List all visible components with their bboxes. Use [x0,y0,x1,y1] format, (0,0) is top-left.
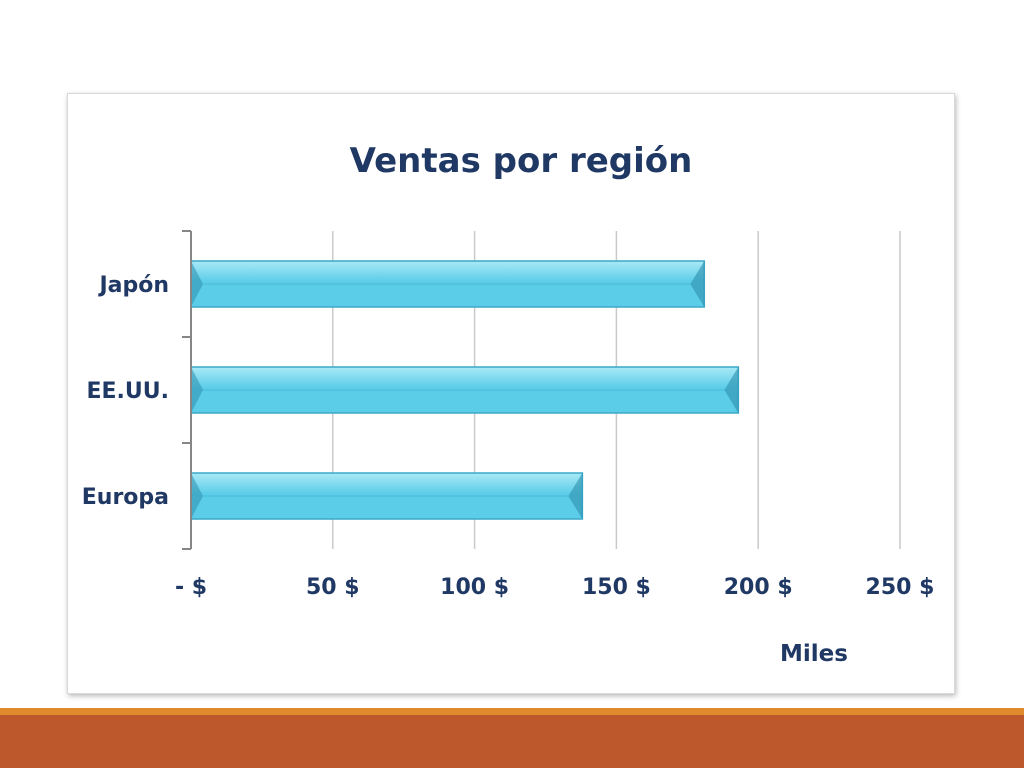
x-tick-label: 100 $ [440,575,509,600]
bar-bevel-left [191,473,203,519]
bars [190,260,740,520]
bar-chart: Ventas por región - $ 50 $ 100 $ 150 $ 200 $… [82,141,935,667]
y-tick-label: Europa [82,485,169,510]
x-tick-label: 200 $ [724,575,793,600]
bar-bevel-right [724,367,739,413]
chart-title: Ventas por región [350,141,693,181]
footer-accent-thin [0,708,1024,715]
bar-bevel-left [191,367,203,413]
x-axis-label: Miles [780,641,848,667]
footer-accent-bar [0,715,1024,768]
chart-card: Ventas por región - $ 50 $ 100 $ 150 $ 200 $… [67,93,955,694]
x-tick-label: - $ [175,575,207,600]
bar-bevel-right [690,261,705,307]
bar-bevel-left [191,261,203,307]
bar-bevel-right [568,473,583,519]
y-tick-label: Japón [97,273,169,298]
axes: - $ 50 $ 100 $ 150 $ 200 $ 250 $ Japón EE.UU. Eu… [82,230,935,600]
x-tick-label: 250 $ [866,575,935,600]
x-tick-label: 150 $ [582,575,651,600]
x-tick-label: 50 $ [306,575,360,600]
y-tick-label: EE.UU. [87,379,170,404]
